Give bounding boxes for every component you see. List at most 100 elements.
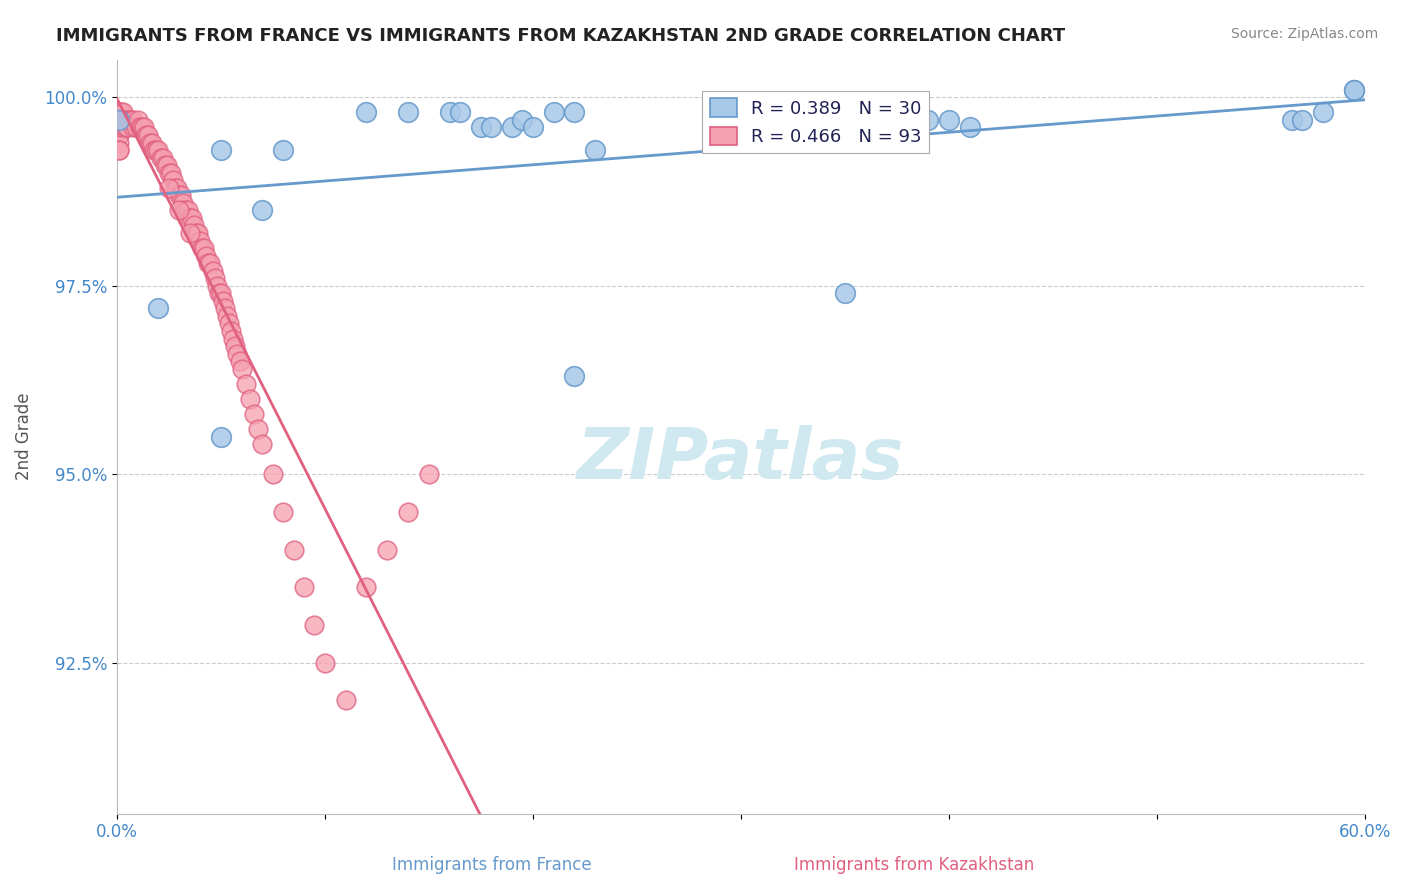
Point: [176, 203, 198, 218]
Point: [283, 542, 305, 557]
Point: [262, 467, 284, 482]
Point: [114, 112, 136, 127]
Point: [231, 361, 253, 376]
Point: [193, 241, 215, 255]
Point: [501, 120, 523, 135]
Point: [304, 618, 326, 632]
Point: [252, 203, 274, 218]
Point: [191, 241, 214, 255]
Point: [187, 226, 209, 240]
Point: [174, 203, 197, 218]
Point: [564, 369, 586, 384]
Point: [139, 136, 162, 150]
Point: [179, 211, 201, 225]
Point: [219, 324, 242, 338]
Point: [170, 188, 193, 202]
Point: [188, 234, 211, 248]
Point: [183, 219, 205, 233]
Point: [209, 429, 232, 443]
Point: [1343, 83, 1365, 97]
Point: [356, 581, 378, 595]
Point: [172, 195, 194, 210]
Point: [1291, 112, 1313, 127]
Point: [184, 226, 207, 240]
Point: [110, 105, 132, 120]
Point: [292, 581, 315, 595]
Point: [115, 120, 138, 135]
Point: [217, 309, 239, 323]
Point: [179, 226, 201, 240]
Point: [110, 112, 132, 127]
Text: ZIPatlas: ZIPatlas: [576, 425, 904, 493]
Point: [226, 346, 249, 360]
Point: [149, 151, 172, 165]
Point: [375, 542, 398, 557]
Point: [204, 271, 226, 285]
Point: [148, 301, 170, 316]
Point: [418, 467, 440, 482]
Point: [449, 105, 471, 120]
Legend: R = 0.389   N = 30, R = 0.466   N = 93: R = 0.389 N = 30, R = 0.466 N = 93: [703, 91, 929, 153]
Point: [108, 112, 131, 127]
Point: [108, 128, 131, 142]
Point: [160, 166, 183, 180]
Point: [108, 120, 131, 135]
Point: [917, 112, 939, 127]
Point: [145, 143, 167, 157]
Point: [271, 505, 294, 519]
Point: [522, 120, 544, 135]
Point: [131, 120, 153, 135]
Point: [152, 151, 174, 165]
Point: [135, 128, 157, 142]
Point: [200, 256, 222, 270]
Point: [479, 120, 502, 135]
Point: [356, 105, 378, 120]
Point: [209, 286, 232, 301]
Point: [314, 656, 336, 670]
Point: [224, 339, 246, 353]
Point: [156, 158, 179, 172]
Point: [222, 332, 245, 346]
Point: [1281, 112, 1303, 127]
Point: [108, 143, 131, 157]
Point: [153, 158, 176, 172]
Point: [136, 128, 159, 142]
Point: [120, 112, 142, 127]
Point: [197, 256, 219, 270]
Point: [271, 143, 294, 157]
Point: [470, 120, 492, 135]
Point: [896, 112, 918, 127]
Text: IMMIGRANTS FROM FRANCE VS IMMIGRANTS FROM KAZAKHSTAN 2ND GRADE CORRELATION CHART: IMMIGRANTS FROM FRANCE VS IMMIGRANTS FRO…: [56, 27, 1066, 45]
Point: [228, 354, 250, 368]
Point: [247, 422, 270, 436]
Point: [108, 120, 131, 135]
Point: [115, 112, 138, 127]
Point: [195, 249, 218, 263]
Point: [543, 105, 565, 120]
Point: [208, 286, 231, 301]
Point: [875, 112, 897, 127]
Point: [141, 136, 163, 150]
Point: [959, 120, 981, 135]
Point: [108, 143, 131, 157]
Point: [148, 143, 170, 157]
Point: [166, 181, 188, 195]
Point: [1343, 83, 1365, 97]
Point: [114, 120, 136, 135]
Point: [938, 112, 960, 127]
Text: Immigrants from France: Immigrants from France: [392, 856, 592, 874]
Y-axis label: 2nd Grade: 2nd Grade: [15, 392, 32, 481]
Point: [252, 437, 274, 451]
Point: [165, 181, 187, 195]
Point: [108, 105, 131, 120]
Point: [110, 120, 132, 135]
Point: [834, 286, 856, 301]
Point: [396, 505, 419, 519]
Point: [124, 120, 146, 135]
Point: [132, 120, 155, 135]
Point: [118, 112, 141, 127]
Point: [209, 143, 232, 157]
Point: [212, 293, 235, 308]
Point: [112, 112, 135, 127]
Point: [167, 203, 190, 218]
